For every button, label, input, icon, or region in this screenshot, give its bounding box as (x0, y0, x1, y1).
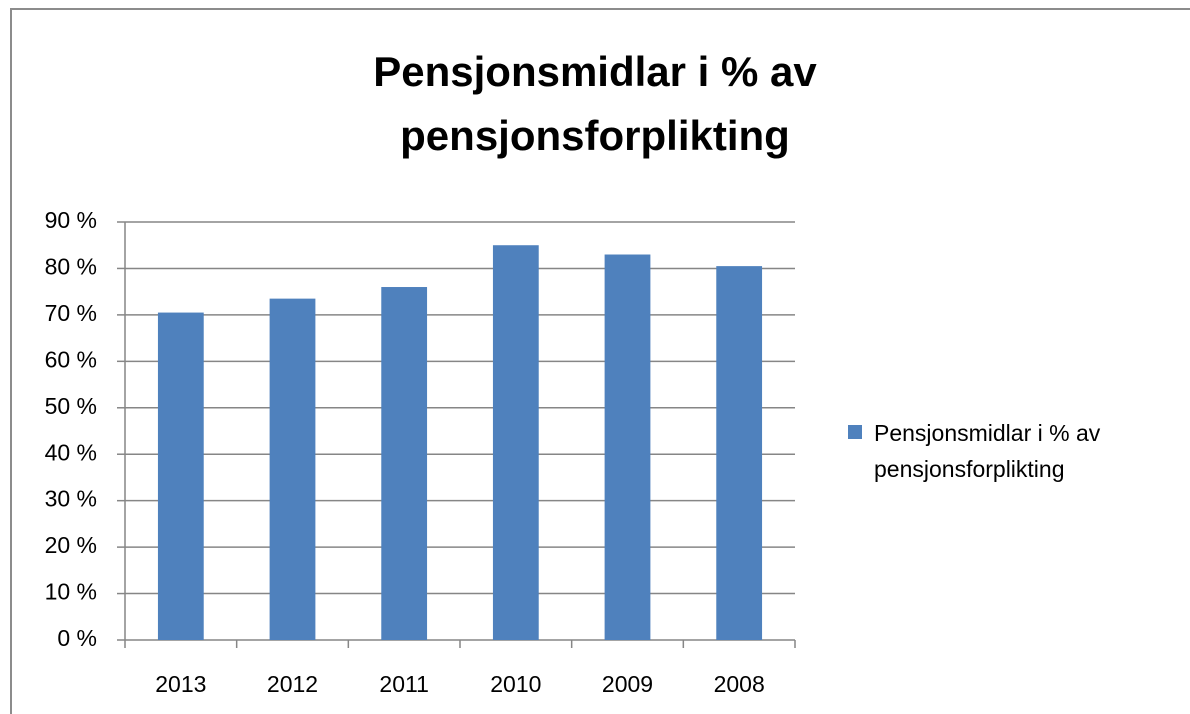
y-tick-label: 40 % (45, 439, 97, 465)
y-tick-label: 0 % (57, 625, 97, 651)
y-tick-label: 50 % (45, 393, 97, 419)
x-tick-label: 2012 (267, 671, 318, 697)
bar (157, 312, 204, 640)
bar (492, 245, 539, 640)
y-tick-label: 30 % (45, 486, 97, 512)
y-tick-label: 60 % (45, 346, 97, 372)
bar (381, 287, 428, 640)
y-tick-label: 80 % (45, 254, 97, 280)
chart-frame (10, 8, 1190, 714)
x-tick-label: 2013 (155, 671, 206, 697)
y-tick-label: 90 % (45, 207, 97, 233)
bar (269, 298, 316, 640)
y-tick-label: 10 % (45, 579, 97, 605)
x-tick-label: 2011 (379, 671, 428, 697)
x-tick-label: 2009 (602, 671, 653, 697)
legend-swatch (848, 425, 862, 439)
x-tick-label: 2010 (490, 671, 541, 697)
y-tick-label: 20 % (45, 532, 97, 558)
bar (604, 254, 651, 640)
chart-title: Pensjonsmidlar i % av pensjonsforpliktin… (373, 48, 817, 159)
legend-label: Pensjonsmidlar i % av pensjonsforpliktin… (874, 420, 1101, 482)
x-tick-label: 2008 (714, 671, 765, 697)
bar (716, 266, 763, 640)
y-tick-label: 70 % (45, 300, 97, 326)
